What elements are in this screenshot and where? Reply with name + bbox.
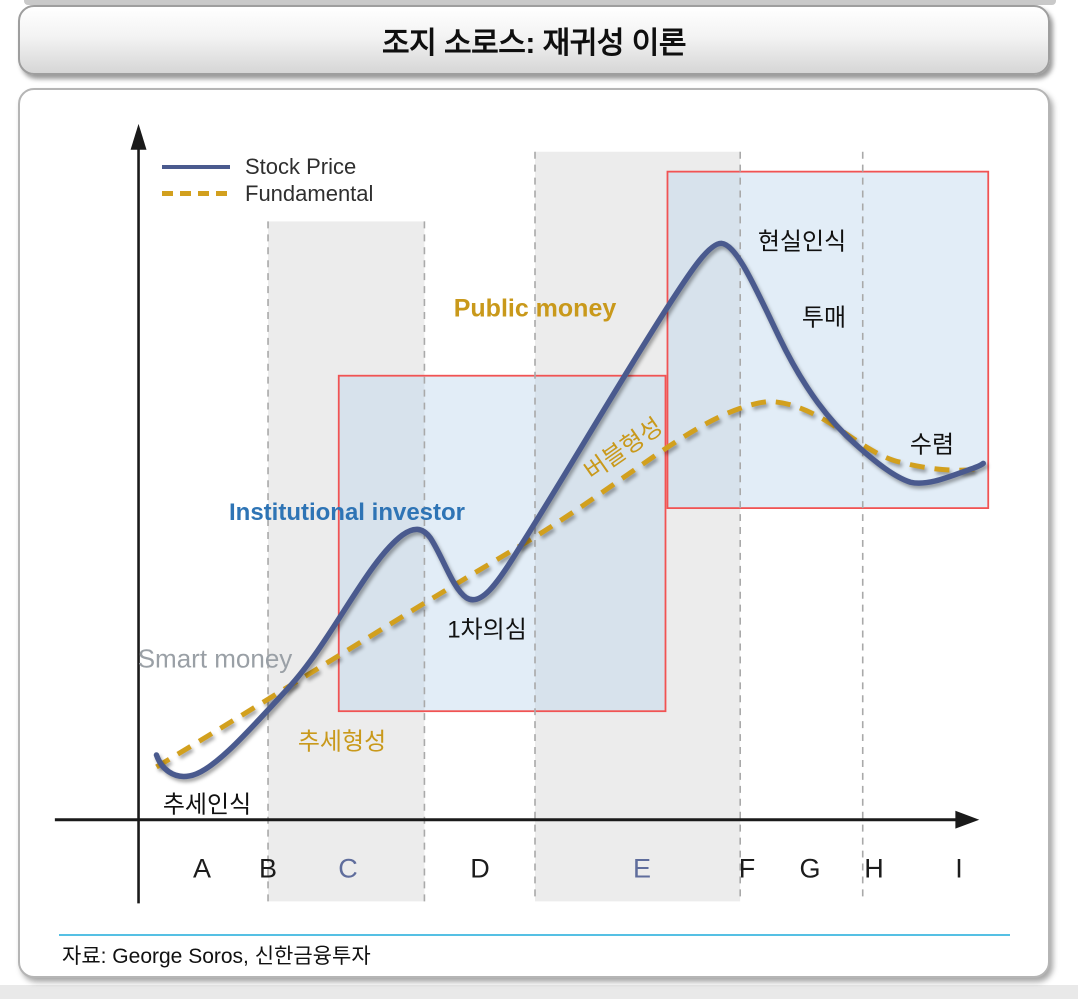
y-axis-arrow-icon xyxy=(130,123,147,150)
stock-price-curve xyxy=(153,240,986,780)
x-tick-f: F xyxy=(738,853,756,884)
annotation-first-doubt: 1차의심 xyxy=(447,616,527,644)
annotation-institutional-investor: Institutional investor xyxy=(228,499,466,526)
x-tick-h: H xyxy=(864,853,884,884)
annotation-trend-recognition: 추세인식 xyxy=(162,791,252,819)
annotation-public-money: Public money xyxy=(453,294,617,323)
x-tick-g: G xyxy=(799,853,821,884)
top-edge-decoration xyxy=(24,0,1056,5)
bubble-formation-box xyxy=(337,374,667,713)
source-note: 자료: George Soros, 신한금융투자 xyxy=(62,945,371,968)
annotation-smart-money: Smart money xyxy=(137,643,293,674)
shaded-band-stage-c xyxy=(268,221,425,902)
legend: Stock Price Fundamental xyxy=(162,153,373,207)
stock-price-line-icon xyxy=(162,164,230,169)
page-title: 조지 소로스: 재귀성 이론 xyxy=(382,27,687,60)
x-tick-a: A xyxy=(192,853,212,884)
legend-item-fundamental: Fundamental xyxy=(162,180,373,207)
peak-convergence-box xyxy=(666,170,990,510)
bottom-edge-decoration xyxy=(0,985,1078,999)
x-tick-d: D xyxy=(470,853,490,884)
shaded-band-stage-e xyxy=(534,151,741,902)
x-tick-b: B xyxy=(258,853,278,884)
x-tick-c: C xyxy=(338,853,358,884)
x-tick-i: I xyxy=(955,853,963,884)
x-tick-e: E xyxy=(632,853,652,884)
legend-label-fundamental: Fundamental xyxy=(245,180,374,206)
title-bar: 조지 소로스: 재귀성 이론 xyxy=(18,5,1050,75)
annotation-reality-recognition: 현실인식 xyxy=(757,228,847,256)
x-axis-arrow-icon xyxy=(955,810,980,829)
legend-item-stock-price: Stock Price xyxy=(162,153,373,180)
reflexivity-chart xyxy=(54,123,990,904)
fundamental-line-icon xyxy=(162,191,230,196)
chart-panel: Stock Price Fundamental 추세인식 Smart money… xyxy=(18,88,1050,978)
annotation-convergence: 수렴 xyxy=(909,431,955,459)
legend-label-stock-price: Stock Price xyxy=(245,153,357,179)
annotation-selling: 투매 xyxy=(801,304,847,332)
annotation-trend-formation: 추세형성 xyxy=(297,728,387,756)
footer-separator xyxy=(59,934,1010,936)
